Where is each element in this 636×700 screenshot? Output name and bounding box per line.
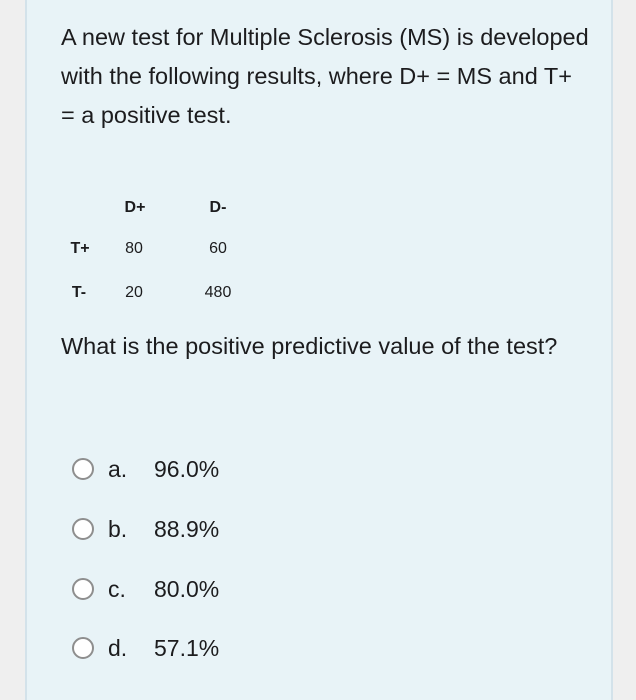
cell-tn: 480	[204, 284, 232, 301]
option-text: 80.0%	[154, 575, 220, 602]
col-header-d-plus: D+	[124, 199, 146, 216]
question-intro: A new test for Multiple Sclerosis (MS) i…	[61, 24, 589, 128]
row-header-t-minus: T-	[71, 284, 87, 301]
radio-button-icon[interactable]	[72, 458, 94, 480]
option-text: 88.9%	[154, 515, 220, 542]
radio-button-icon[interactable]	[72, 578, 94, 600]
cell-tp: 80	[125, 240, 143, 257]
radio-button-icon[interactable]	[72, 518, 94, 540]
option-c[interactable]: c. 80.0%	[72, 574, 219, 604]
radio-button-icon[interactable]	[72, 637, 94, 659]
cell-fn: 20	[125, 284, 143, 301]
question-prompt: What is the positive predictive value of…	[61, 333, 558, 359]
option-text: 96.0%	[154, 455, 220, 482]
option-d[interactable]: d. 57.1%	[72, 633, 219, 663]
row-header-t-plus: T+	[70, 240, 90, 257]
option-text: 57.1%	[154, 634, 220, 661]
option-letter: c.	[108, 575, 126, 602]
cell-fp: 60	[209, 240, 227, 257]
option-letter: b.	[108, 515, 128, 542]
option-letter: d.	[108, 634, 128, 661]
option-letter: a.	[108, 455, 128, 482]
col-header-d-minus: D-	[209, 199, 227, 216]
option-b[interactable]: b. 88.9%	[72, 514, 219, 544]
option-a[interactable]: a. 96.0%	[72, 454, 219, 484]
question-panel: A new test for Multiple Sclerosis (MS) i…	[25, 0, 613, 700]
